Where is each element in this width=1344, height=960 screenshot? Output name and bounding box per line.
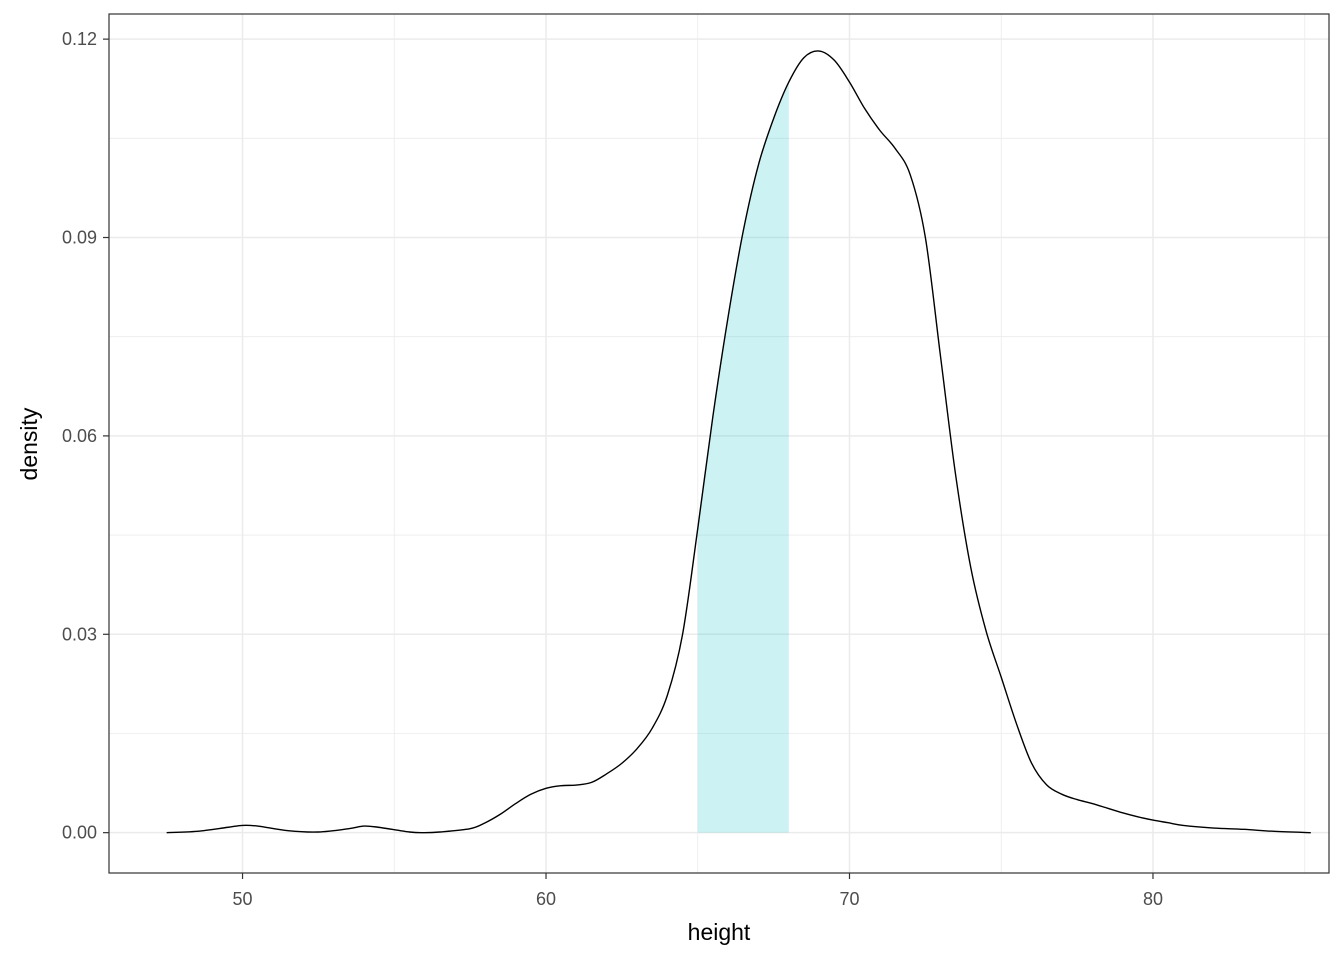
shaded-area (697, 82, 789, 833)
x-tick-label: 60 (536, 889, 556, 909)
x-axis: 50 60 70 80 (233, 873, 1163, 909)
x-tick-label: 50 (233, 889, 253, 909)
y-tick-label: 0.12 (62, 29, 97, 49)
y-tick-label: 0.03 (62, 624, 97, 644)
shaded-area-group (697, 82, 789, 833)
density-curve-group (166, 50, 1311, 834)
y-tick-label: 0.06 (62, 426, 97, 446)
x-tick-label: 70 (839, 889, 859, 909)
y-tick-label: 0.09 (62, 228, 97, 248)
plot-panel-border (108, 13, 1330, 874)
gridlines (109, 14, 1329, 873)
plot-panel-background (109, 14, 1329, 873)
x-tick-label: 80 (1143, 889, 1163, 909)
y-axis: 0.00 0.03 0.06 0.09 0.12 (62, 29, 109, 843)
density-curve (166, 50, 1311, 834)
y-axis-title: density (16, 407, 42, 480)
x-axis-title: height (688, 919, 751, 945)
y-tick-label: 0.00 (62, 823, 97, 843)
